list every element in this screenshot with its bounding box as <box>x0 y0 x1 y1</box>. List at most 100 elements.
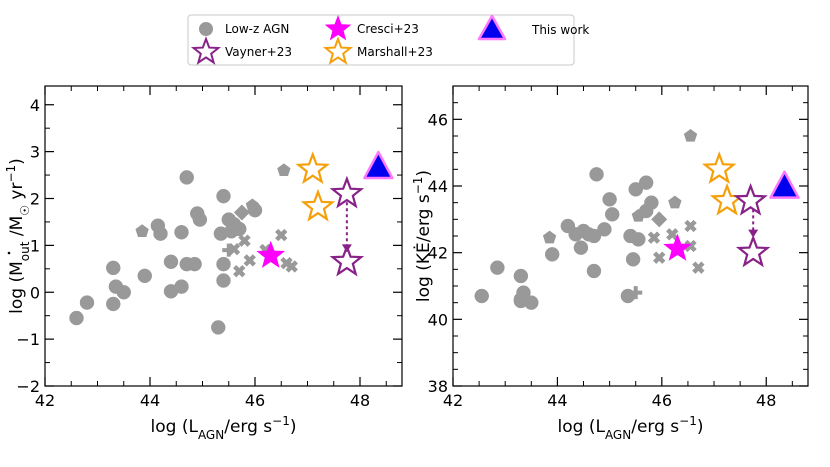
point-low-z-agn-pentagon <box>277 163 291 177</box>
point-low-z-agn-circle <box>137 268 152 284</box>
x-tick-label: 44 <box>547 391 567 410</box>
x-tick-label: 44 <box>140 391 160 410</box>
x-tick-label: 48 <box>756 391 776 410</box>
point-low-z-agn-cross <box>647 231 661 244</box>
point-low-z-agn-cross <box>666 228 679 241</box>
point-low-z-agn-pentagon <box>631 209 645 222</box>
y-tick-label: −2 <box>16 377 40 396</box>
x-tick-label: 46 <box>652 391 672 410</box>
legend-frame <box>187 14 575 66</box>
panel-right: 42 44 46 48 38 40 42 44 46 log (LAGN/erg s−1) log … <box>411 85 809 442</box>
point-marshall-23-star <box>709 182 745 216</box>
point-vayner-23-star <box>735 234 771 268</box>
point-low-z-agn-circle <box>573 240 589 255</box>
point-low-z-agn-circle <box>524 295 539 310</box>
point-low-z-agn-circle <box>224 224 239 239</box>
x-tick-label: 48 <box>350 391 370 410</box>
x-axis-label: log (LAGN/erg s−1) <box>151 414 297 442</box>
legend-marker-lowz <box>199 22 213 36</box>
point-low-z-agn-circle <box>211 320 226 335</box>
point-low-z-agn-cross <box>243 254 256 267</box>
point-low-z-agn-circle <box>644 195 659 210</box>
y-tick-label: −1 <box>16 330 40 349</box>
y-tick-label: 0 <box>30 283 40 302</box>
point-low-z-agn-pentagon <box>668 195 682 209</box>
point-low-z-agn-pentagon <box>245 198 260 212</box>
point-low-z-agn-circle <box>153 226 168 241</box>
point-low-z-agn-plus <box>222 243 236 257</box>
y-tick-label: 42 <box>428 244 448 263</box>
y-tick-label: 1 <box>30 236 40 255</box>
point-low-z-agn-circle <box>216 256 231 272</box>
point-cresci-23-star <box>663 233 692 261</box>
point-vayner-23-star <box>733 182 768 216</box>
point-low-z-agn-circle <box>589 167 604 182</box>
point-low-z-agn-circle <box>216 188 231 204</box>
point-low-z-agn-circle <box>216 273 231 288</box>
point-low-z-agn-circle <box>597 222 612 237</box>
point-low-z-agn-cross <box>653 251 666 264</box>
y-axis-label: log (KĖ/erg s−1) <box>411 170 434 302</box>
legend: Low-z AGN Vayner+23 Cresci+23 Marshall+23 Th… <box>187 14 589 66</box>
point-low-z-agn-circle <box>187 256 202 272</box>
y-tick-label: 40 <box>428 310 448 329</box>
point-low-z-agn-circle <box>604 207 620 222</box>
legend-label: This work <box>531 23 589 37</box>
point-low-z-agn-circle <box>628 182 643 197</box>
point-low-z-agn-pentagon <box>135 224 149 237</box>
y-tick-label: 46 <box>428 110 448 129</box>
x-axis-label: log (LAGN/erg s−1) <box>558 414 704 442</box>
y-tick-label: 3 <box>30 143 40 162</box>
legend-marker-marshall <box>322 36 354 65</box>
point-low-z-agn-circle <box>631 232 646 247</box>
point-low-z-agn-circle <box>163 254 179 270</box>
point-low-z-agn-cross <box>233 264 246 278</box>
point-low-z-agn-circle <box>79 295 95 310</box>
point-marshall-23-star <box>701 151 737 185</box>
point-low-z-agn-circle <box>174 279 189 294</box>
point-low-z-agn-cross <box>285 260 298 273</box>
point-low-z-agn-pentagon <box>683 129 698 142</box>
point-low-z-agn-circle <box>116 285 131 300</box>
point-low-z-agn-cross <box>692 261 705 274</box>
legend-marker-vayner <box>190 36 222 65</box>
point-low-z-agn-circle <box>174 225 189 240</box>
point-low-z-agn-cross <box>684 239 697 253</box>
y-tick-label: 38 <box>428 377 448 396</box>
y-tick-label: 44 <box>428 177 448 196</box>
point-low-z-agn-circle <box>190 206 205 221</box>
point-low-z-agn-circle <box>586 263 602 279</box>
panel-left: 42 44 46 48 −2 −1 0 1 2 3 4 log (LAGN/erg s−1) log (… <box>4 85 403 442</box>
point-vayner-23-star <box>329 175 365 209</box>
y-tick-label: 4 <box>30 96 40 115</box>
point-low-z-agn-circle <box>490 260 505 275</box>
legend-label: Low-z AGN <box>225 22 289 36</box>
point-low-z-agn-circle <box>474 288 489 304</box>
point-low-z-agn-pentagon <box>542 230 557 244</box>
x-tick-label: 46 <box>245 391 265 410</box>
point-low-z-agn-circle <box>516 285 531 300</box>
point-vayner-23-star <box>329 243 365 277</box>
point-low-z-agn-circle <box>638 175 654 190</box>
point-low-z-agn-circle <box>106 296 121 312</box>
point-low-z-agn-circle <box>602 192 617 207</box>
point-low-z-agn-circle <box>586 228 602 244</box>
y-axis-label: log (Mout /M☉ yr−1) <box>4 158 32 314</box>
upper-limit-arrow-head <box>748 229 759 238</box>
point-low-z-agn-circle <box>106 260 121 276</box>
x-tick-label: 42 <box>443 391 463 410</box>
legend-marker-thiswork <box>477 14 507 41</box>
point-low-z-agn-circle <box>625 252 641 267</box>
point-cresci-23-star <box>256 240 286 268</box>
point-low-z-agn-cross <box>684 219 697 233</box>
plot-frame <box>452 85 809 387</box>
point-low-z-agn-plus <box>629 286 643 300</box>
legend-label: Marshall+23 <box>357 45 433 59</box>
point-low-z-agn-circle <box>544 247 560 262</box>
point-marshall-23-star <box>300 188 336 222</box>
plot-frame <box>44 85 403 387</box>
x-tick-label: 42 <box>35 391 55 410</box>
point-low-z-agn-circle <box>513 268 529 284</box>
point-low-z-agn-cross <box>238 234 251 247</box>
